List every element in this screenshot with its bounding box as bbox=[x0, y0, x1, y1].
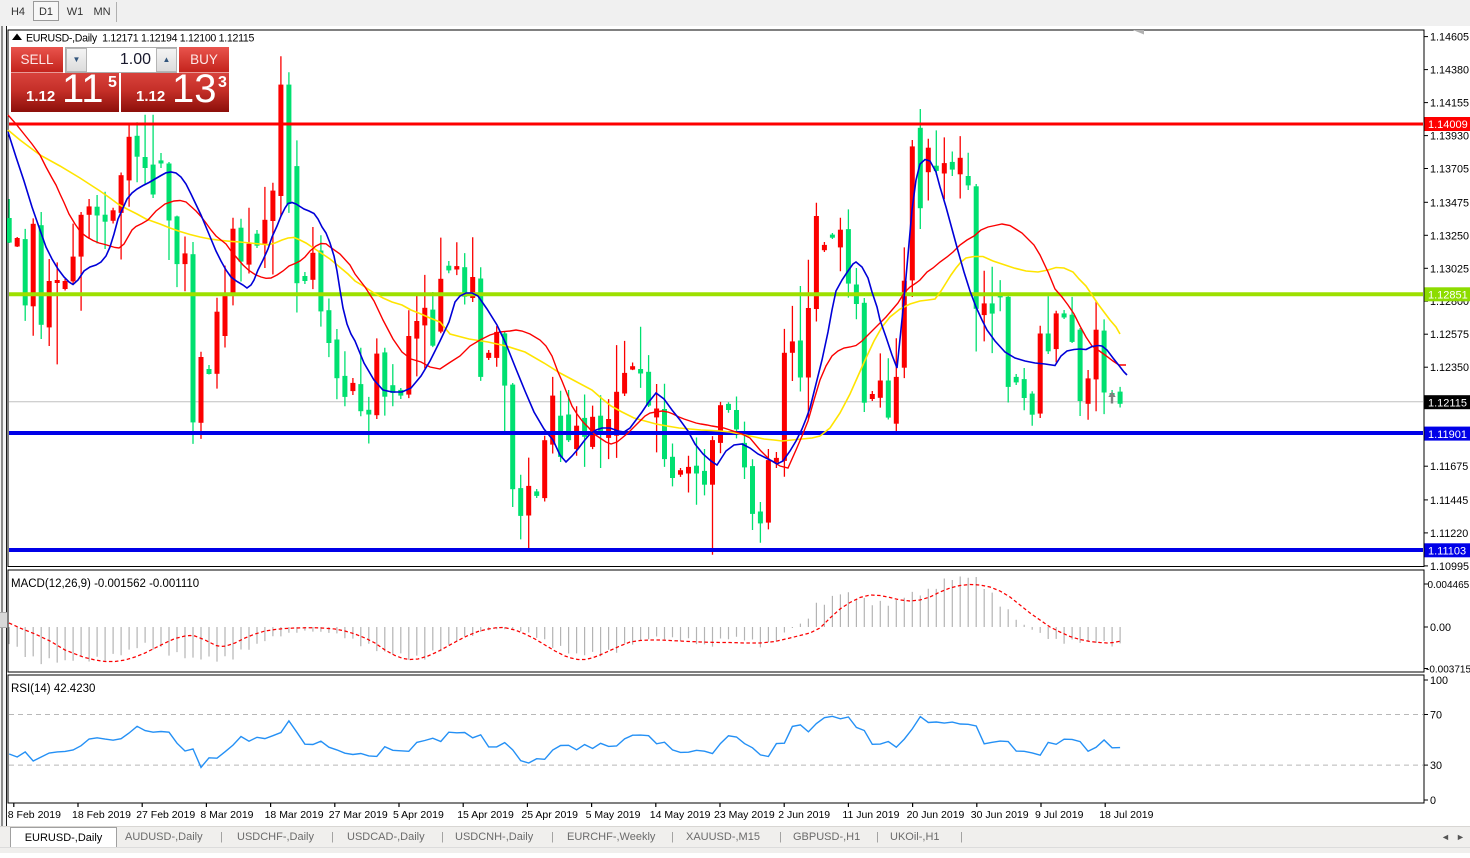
svg-text:1.14380: 1.14380 bbox=[1430, 65, 1469, 77]
svg-text:8 Feb 2019: 8 Feb 2019 bbox=[8, 809, 61, 821]
svg-text:1.13475: 1.13475 bbox=[1430, 197, 1469, 209]
svg-text:25 Apr 2019: 25 Apr 2019 bbox=[521, 809, 578, 821]
svg-text:0.00: 0.00 bbox=[1430, 622, 1451, 634]
svg-text:1.10995: 1.10995 bbox=[1430, 561, 1469, 573]
svg-text:EURUSD-,Daily 1.12171 1.12194: EURUSD-,Daily 1.12171 1.12194 1.12100 1.… bbox=[26, 33, 254, 45]
svg-text:14 May 2019: 14 May 2019 bbox=[650, 809, 711, 821]
svg-text:30: 30 bbox=[1430, 760, 1442, 772]
svg-text:18 Feb 2019: 18 Feb 2019 bbox=[72, 809, 131, 821]
svg-text:5 May 2019: 5 May 2019 bbox=[586, 809, 641, 821]
svg-text:1.13705: 1.13705 bbox=[1430, 164, 1469, 176]
svg-text:0.004465: 0.004465 bbox=[1428, 580, 1470, 591]
svg-text:9 Jul 2019: 9 Jul 2019 bbox=[1035, 809, 1084, 821]
svg-text:1.13250: 1.13250 bbox=[1430, 230, 1469, 242]
svg-text:18 Jul 2019: 18 Jul 2019 bbox=[1099, 809, 1153, 821]
svg-text:MACD(12,26,9) -0.001562 -0.001: MACD(12,26,9) -0.001562 -0.001110 bbox=[11, 578, 199, 590]
svg-text:2 Jun 2019: 2 Jun 2019 bbox=[778, 809, 830, 821]
svg-text:18 Mar 2019: 18 Mar 2019 bbox=[265, 809, 324, 821]
svg-text:27 Feb 2019: 27 Feb 2019 bbox=[136, 809, 195, 821]
svg-text:1.14009: 1.14009 bbox=[1428, 119, 1468, 131]
svg-text:0: 0 bbox=[1430, 795, 1436, 807]
svg-text:5 Apr 2019: 5 Apr 2019 bbox=[393, 809, 444, 821]
svg-text:1.11103: 1.11103 bbox=[1428, 546, 1466, 558]
svg-text:15 Apr 2019: 15 Apr 2019 bbox=[457, 809, 514, 821]
svg-text:1.11675: 1.11675 bbox=[1430, 461, 1468, 473]
svg-text:1.12115: 1.12115 bbox=[1428, 397, 1467, 409]
svg-text:20 Jun 2019: 20 Jun 2019 bbox=[907, 809, 965, 821]
svg-text:RSI(14) 42.4230: RSI(14) 42.4230 bbox=[11, 683, 95, 695]
svg-text:-0.003715: -0.003715 bbox=[1426, 665, 1470, 676]
svg-text:1.14605: 1.14605 bbox=[1430, 32, 1469, 44]
svg-text:100: 100 bbox=[1430, 675, 1448, 687]
svg-text:23 May 2019: 23 May 2019 bbox=[714, 809, 775, 821]
svg-text:1.14155: 1.14155 bbox=[1430, 98, 1469, 110]
svg-text:1.12575: 1.12575 bbox=[1430, 329, 1469, 341]
svg-text:1.11220: 1.11220 bbox=[1430, 528, 1468, 540]
svg-text:27 Mar 2019: 27 Mar 2019 bbox=[329, 809, 388, 821]
svg-text:1.12350: 1.12350 bbox=[1430, 362, 1469, 374]
svg-text:1.13025: 1.13025 bbox=[1430, 263, 1469, 275]
svg-text:70: 70 bbox=[1430, 710, 1442, 722]
svg-text:1.11901: 1.11901 bbox=[1428, 429, 1467, 441]
svg-text:1.12851: 1.12851 bbox=[1428, 290, 1468, 302]
svg-text:1.13930: 1.13930 bbox=[1430, 131, 1469, 143]
svg-text:30 Jun 2019: 30 Jun 2019 bbox=[971, 809, 1029, 821]
svg-text:11 Jun 2019: 11 Jun 2019 bbox=[842, 809, 899, 821]
svg-text:1.11445: 1.11445 bbox=[1430, 495, 1468, 507]
svg-text:8 Mar 2019: 8 Mar 2019 bbox=[200, 809, 253, 821]
